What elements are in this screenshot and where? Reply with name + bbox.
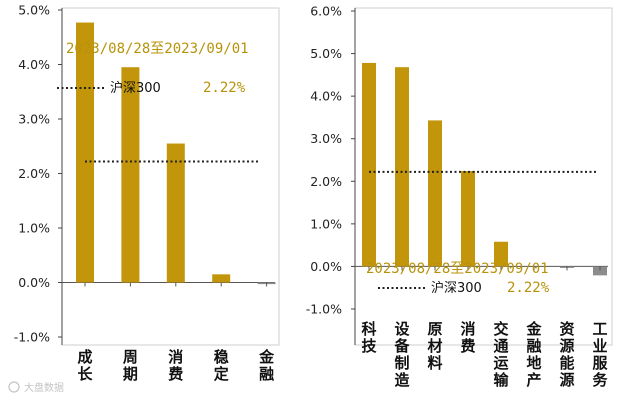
left-date-range-label: 2023/08/28至2023/09/01 bbox=[66, 41, 249, 57]
right-y-tick-label: -1.0% bbox=[306, 302, 342, 317]
left-benchmark-name: 沪深300 bbox=[110, 80, 161, 96]
right-benchmark-value: 2.22% bbox=[507, 280, 550, 296]
right-category-label: 金融地产 bbox=[525, 320, 542, 389]
right-category-label: 科技 bbox=[361, 320, 377, 355]
right-category-label: 交通运输 bbox=[493, 320, 509, 389]
left-bar bbox=[166, 143, 185, 283]
right-y-tick-label: 4.0% bbox=[310, 89, 342, 104]
left-benchmark-value: 2.22% bbox=[203, 80, 246, 96]
left-bar bbox=[121, 67, 140, 283]
left-bar bbox=[212, 274, 231, 283]
watermark-text: 大盘数据 bbox=[24, 381, 64, 394]
left-bar bbox=[76, 22, 94, 283]
watermark: 大盘数据 bbox=[8, 381, 64, 394]
right-y-tick-label: 6.0% bbox=[310, 4, 342, 19]
left-y-tick-label: 0.0% bbox=[18, 275, 50, 290]
right-date-range-label: 2023/08/28至2023/09/01 bbox=[366, 261, 549, 277]
right-bar bbox=[593, 266, 607, 276]
right-bar bbox=[395, 67, 409, 267]
right-category-label: 原材料 bbox=[427, 320, 442, 372]
left-y-tick-label: 5.0% bbox=[18, 3, 50, 18]
left-category-label: 稳定 bbox=[214, 348, 229, 383]
right-benchmark-name: 沪深300 bbox=[431, 280, 482, 296]
left-category-label: 消费 bbox=[168, 348, 183, 383]
left-category-label: 周期 bbox=[123, 348, 138, 383]
right-category-label: 设备制造 bbox=[393, 320, 410, 389]
left-y-tick-label: 4.0% bbox=[18, 57, 50, 72]
right-y-tick-label: 2.0% bbox=[310, 174, 342, 189]
left-y-tick-label: 2.0% bbox=[18, 166, 50, 181]
right-bar bbox=[362, 62, 376, 267]
right-chart-sector-factors: 6.0% 5.0% 4.0% 3.0% 2.0% 1.0% 0.0% -1.0% 科技设备制造原… bbox=[306, 4, 613, 389]
left-category-label: 金融 bbox=[258, 348, 275, 383]
right-category-label: 消费 bbox=[460, 320, 475, 355]
right-bar bbox=[428, 120, 442, 267]
right-bar bbox=[494, 241, 508, 267]
watermark-logo-icon bbox=[8, 381, 20, 393]
right-y-tick-label: 0.0% bbox=[310, 259, 342, 274]
right-category-label: 工业服务 bbox=[592, 320, 608, 389]
right-y-tick-label: 5.0% bbox=[310, 46, 342, 61]
left-y-tick-label: 3.0% bbox=[18, 112, 50, 127]
left-category-label: 成长 bbox=[77, 348, 93, 383]
left-y-tick-label: 1.0% bbox=[18, 221, 50, 236]
right-bar bbox=[461, 171, 475, 267]
right-y-tick-label: 1.0% bbox=[310, 216, 342, 231]
left-y-tick-label: -1.0% bbox=[14, 330, 50, 345]
right-plot-frame bbox=[354, 7, 613, 346]
right-category-label: 资源能源 bbox=[559, 320, 574, 389]
right-y-tick-label: 3.0% bbox=[310, 131, 342, 146]
